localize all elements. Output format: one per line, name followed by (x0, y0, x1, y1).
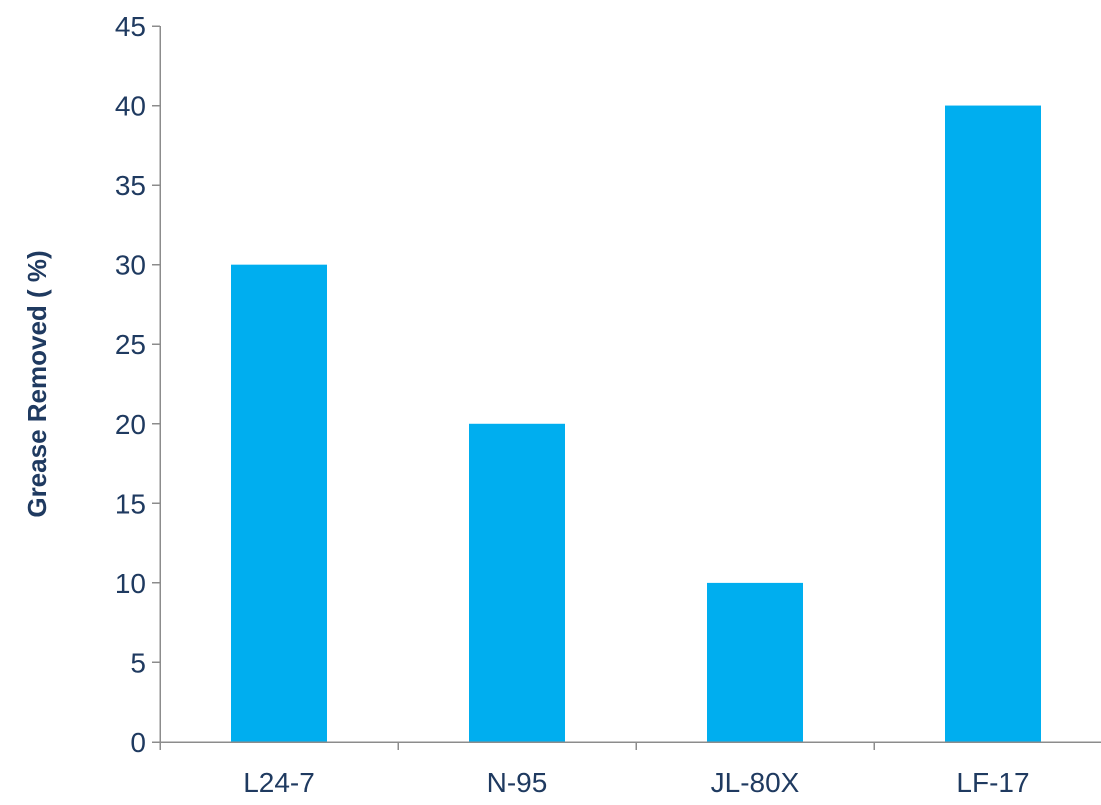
x-tick-label: L24-7 (243, 767, 315, 798)
bar-series (231, 105, 1041, 743)
y-tick-label: 0 (130, 727, 146, 758)
y-tick-label: 5 (130, 647, 146, 678)
y-tick-label: 45 (115, 11, 146, 42)
y-tick-label: 20 (115, 409, 146, 440)
bar-l24-7 (231, 264, 327, 742)
bar-jl-80x (707, 582, 803, 742)
bar-lf-17 (945, 105, 1041, 743)
y-tick-label: 35 (115, 170, 146, 201)
y-axis-title: Grease Removed ( %) (22, 250, 52, 517)
y-tick-label: 15 (115, 488, 146, 519)
y-tick-label: 40 (115, 91, 146, 122)
y-tick-label: 25 (115, 329, 146, 360)
bar-n-95 (469, 423, 565, 742)
x-tick-label: LF-17 (956, 767, 1029, 798)
x-axis-ticks: L24-7 N-95 JL-80X LF-17 (159, 742, 1030, 798)
y-axis-ticks: 0 5 10 15 20 25 30 35 40 45 (115, 11, 160, 758)
y-tick-label: 30 (115, 250, 146, 281)
x-tick-label: JL-80X (711, 767, 800, 798)
y-tick-label: 10 (115, 568, 146, 599)
x-tick-label: N-95 (487, 767, 548, 798)
